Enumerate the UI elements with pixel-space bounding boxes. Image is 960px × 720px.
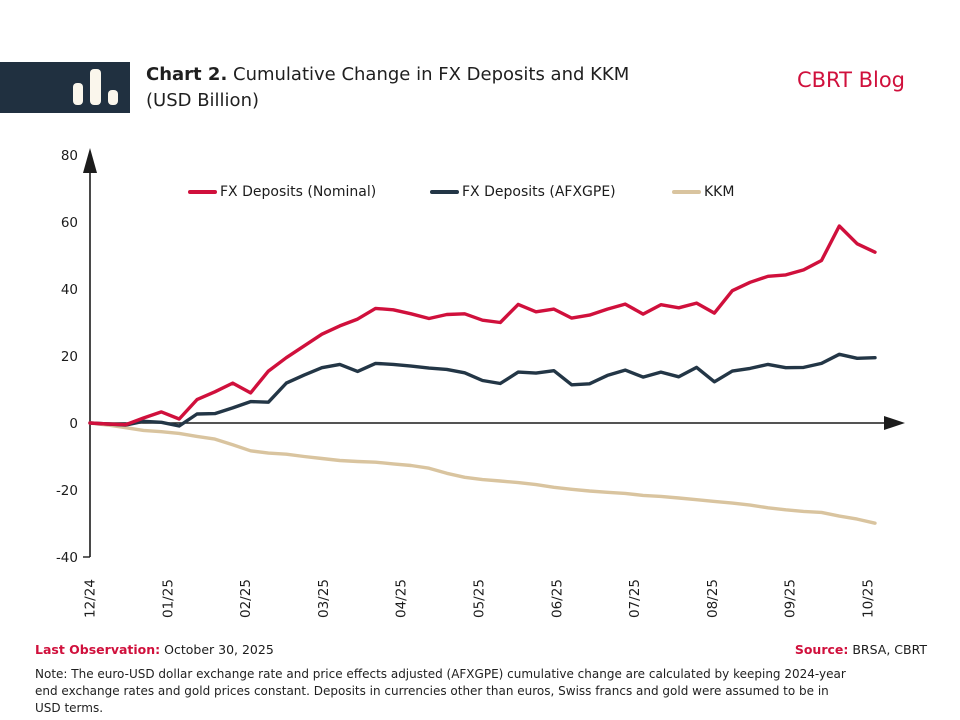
- series-line-1: [88, 352, 877, 428]
- last-observation-label: Last Observation:: [35, 642, 161, 657]
- y-tick-label: 80: [61, 148, 78, 164]
- chart-title-unit: (USD Billion): [146, 90, 260, 111]
- legend: FX Deposits (Nominal) FX Deposits (AFXGP…: [0, 182, 960, 202]
- series-line-2: [88, 421, 877, 525]
- x-tick-label: 07/25: [627, 579, 643, 618]
- legend-swatch-afxgpe: [430, 190, 459, 194]
- y-axis-labels: 80 60 40 20 0 -20 -40: [56, 148, 78, 566]
- source-label: Source:: [794, 642, 849, 657]
- x-tick-label: 08/25: [705, 579, 721, 618]
- chart-title-text: Cumulative Change in FX Deposits and KKM: [227, 64, 630, 85]
- y-axis-arrow: [83, 148, 97, 173]
- legend-item-kkm: KKM: [672, 182, 734, 202]
- source-value: BRSA, CBRT: [848, 642, 927, 657]
- x-tick-label: 05/25: [472, 579, 488, 618]
- y-tick-label: 0: [69, 416, 78, 432]
- data-series-lines: [88, 224, 877, 525]
- y-tick-label: -20: [56, 483, 78, 499]
- y-tick-label: 40: [61, 282, 78, 298]
- cbrt-blog-brand: CBRT Blog: [796, 68, 905, 92]
- legend-item-nominal: FX Deposits (Nominal): [188, 182, 376, 202]
- x-axis-labels: 12/24 01/25 02/25 03/25 04/25 05/25 06/25 07/25…: [83, 579, 877, 618]
- x-tick-label: 12/24: [83, 579, 99, 618]
- chart-title: Chart 2. Cumulative Change in FX Deposit…: [146, 62, 706, 114]
- series-line-0: [88, 224, 877, 427]
- x-tick-label: 01/25: [160, 579, 176, 618]
- legend-label-afxgpe: FX Deposits (AFXGPE): [462, 184, 616, 200]
- legend-label-kkm: KKM: [704, 184, 735, 200]
- legend-item-afxgpe: FX Deposits (AFXGPE): [430, 182, 616, 202]
- last-observation-value: October 30, 2025: [160, 642, 274, 657]
- x-tick-label: 09/25: [783, 579, 799, 618]
- y-tick-label: 20: [61, 349, 78, 365]
- chart-number: Chart 2.: [146, 64, 228, 85]
- x-tick-label: 10/25: [861, 579, 877, 618]
- x-tick-label: 06/25: [549, 579, 565, 618]
- y-tick-label: -40: [56, 550, 78, 566]
- last-observation: Last Observation: October 30, 2025: [35, 642, 274, 657]
- legend-label-nominal: FX Deposits (Nominal): [220, 184, 377, 200]
- blog-logo: [0, 62, 130, 113]
- x-tick-label: 03/25: [316, 579, 332, 618]
- y-tick-label: 60: [61, 215, 78, 231]
- x-tick-label: 04/25: [394, 579, 410, 618]
- bar-chart-icon: [71, 69, 121, 105]
- footnote: Note: The euro-USD dollar exchange rate …: [35, 667, 846, 715]
- source: Source: BRSA, CBRT: [795, 642, 927, 657]
- x-tick-label: 02/25: [238, 579, 254, 618]
- legend-swatch-kkm: [672, 190, 701, 194]
- x-axis-arrow: [884, 416, 905, 430]
- legend-swatch-nominal: [188, 190, 217, 194]
